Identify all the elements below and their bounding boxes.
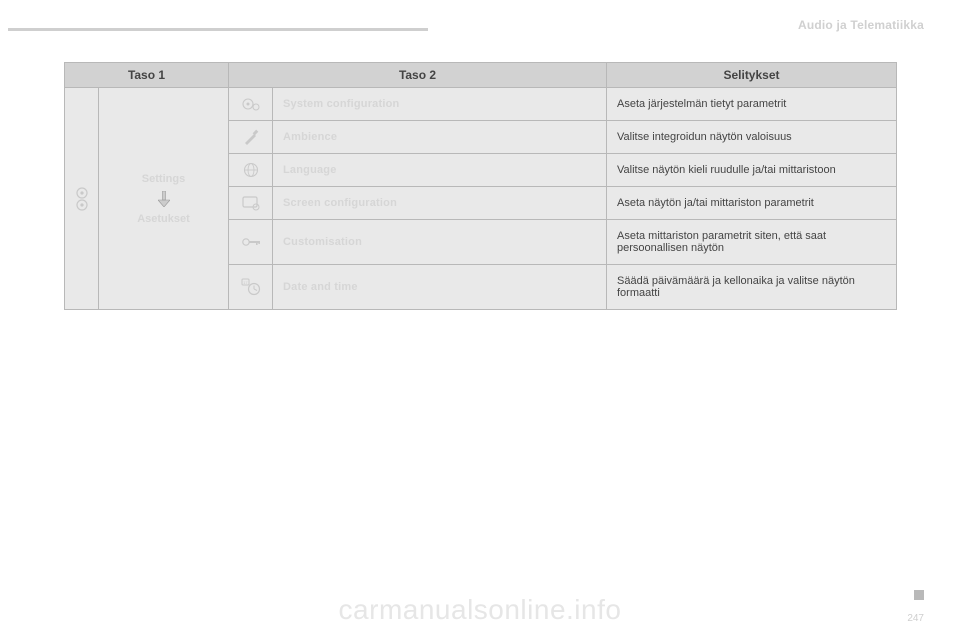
header-level2: Taso 2 (229, 63, 607, 88)
explanation-cell: Säädä päivämäärä ja kellonaika ja valits… (607, 265, 897, 310)
level2-label: Screen configuration (273, 187, 607, 220)
settings-table: Taso 1 Taso 2 Selitykset (64, 62, 897, 310)
header-explanations: Selitykset (607, 63, 897, 88)
watermark-text: carmanualsonline.info (339, 594, 622, 626)
level1-top-label: Settings (142, 173, 185, 185)
header-level1: Taso 1 (65, 63, 229, 88)
page-corner: 247 (907, 590, 924, 624)
level2-label: Ambience (273, 121, 607, 154)
row-icon-cell (229, 121, 273, 154)
key-icon (233, 235, 268, 249)
row-icon-cell (229, 187, 273, 220)
svg-text:17: 17 (243, 280, 248, 285)
level1-icon-cell (65, 88, 99, 310)
explanation-cell: Aseta näytön ja/tai mittariston parametr… (607, 187, 897, 220)
level2-label: Customisation (273, 220, 607, 265)
globe-icon (233, 161, 268, 179)
row-icon-cell (229, 88, 273, 121)
level1-bottom-label: Asetukset (137, 213, 190, 225)
header-bar: Audio ja Telematiikka (0, 28, 960, 31)
header-divider (8, 28, 428, 31)
level1-label-cell: Settings Asetukset (99, 88, 229, 310)
gear-icon (69, 186, 94, 212)
gear-small-icon (233, 96, 268, 112)
level2-label: System configuration (273, 88, 607, 121)
explanation-cell: Valitse integroidun näytön valoisuus (607, 121, 897, 154)
level2-label: Language (273, 154, 607, 187)
page-square-icon (914, 590, 924, 600)
screen-icon (233, 195, 268, 211)
settings-table-wrap: Taso 1 Taso 2 Selitykset (64, 62, 896, 310)
table-row: Settings Asetukset (65, 88, 897, 121)
explanation-cell: Valitse näytön kieli ruudulle ja/tai mit… (607, 154, 897, 187)
arrow-down-icon (158, 191, 170, 207)
clock-icon: 17 (233, 278, 268, 296)
row-icon-cell (229, 220, 273, 265)
brush-icon (233, 128, 268, 146)
level2-label: Date and time (273, 265, 607, 310)
row-icon-cell (229, 154, 273, 187)
table-header-row: Taso 1 Taso 2 Selitykset (65, 63, 897, 88)
section-title: Audio ja Telematiikka (798, 18, 924, 32)
row-icon-cell: 17 (229, 265, 273, 310)
page-number: 247 (907, 613, 924, 624)
explanation-cell: Aseta mittariston parametrit siten, että… (607, 220, 897, 265)
explanation-cell: Aseta järjestelmän tietyt parametrit (607, 88, 897, 121)
